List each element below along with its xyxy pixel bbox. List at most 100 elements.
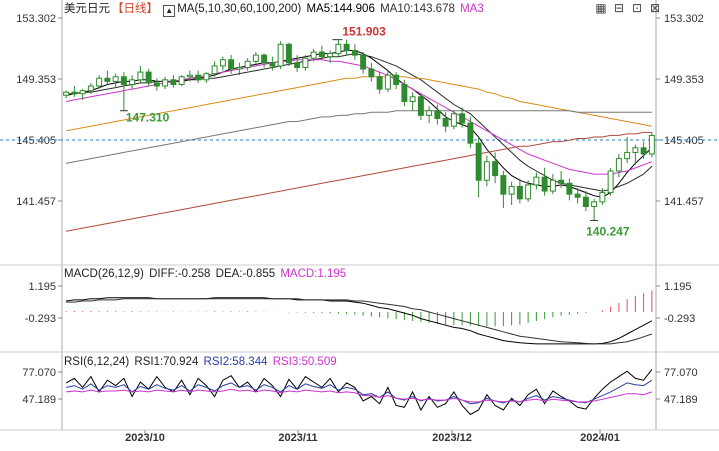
candle-body <box>566 182 573 195</box>
price-tick-label-left: 153.302 <box>16 13 56 25</box>
ma-line-ma200 <box>66 131 652 232</box>
candle-body <box>162 79 169 87</box>
candle-body <box>351 49 358 56</box>
candle-body <box>112 76 119 82</box>
candle-body <box>483 161 490 181</box>
candle-body <box>401 83 408 102</box>
candle-body <box>624 151 631 160</box>
candle-body <box>648 134 655 155</box>
restore-icon[interactable]: ⊡ <box>631 1 643 15</box>
candle-body <box>170 79 177 85</box>
candle-body <box>228 59 235 70</box>
candle-body <box>384 74 391 90</box>
candle-body <box>129 79 136 85</box>
candle-body <box>558 179 565 184</box>
rsi-tick-label-left: 77.070 <box>22 367 56 379</box>
candle-body <box>615 158 622 172</box>
date-tick-label: 2023/10 <box>125 432 165 444</box>
candle-body <box>310 51 317 59</box>
macd-diff-value: DIFF:-0.258 <box>149 268 211 280</box>
rsi2-line <box>65 379 653 405</box>
macd-value: MACD:1.195 <box>280 268 347 280</box>
period-label[interactable]: 【日线】 <box>112 3 158 15</box>
macd-tick-label-left: -0.293 <box>25 313 56 325</box>
rsi3-line <box>66 388 653 403</box>
candle-body <box>104 77 111 82</box>
candle-body <box>219 59 226 67</box>
price-tick-label-left: 141.457 <box>16 196 56 208</box>
ma-params-label: MA(5,10,30,60,100,200) <box>177 3 302 15</box>
symbol-label: 美元日元 <box>64 3 110 15</box>
candle-body <box>261 54 268 64</box>
candle-body <box>582 196 589 208</box>
ma10-value: MA10:143.678 <box>380 3 455 15</box>
candle-body <box>533 176 540 186</box>
candle-body <box>475 142 482 181</box>
rsi-tick-label-right: 77.070 <box>664 367 698 379</box>
candle-body <box>211 65 218 75</box>
candle-body <box>525 184 532 200</box>
ma-line-ma100 <box>66 110 652 164</box>
candle-body <box>417 96 424 116</box>
candle-body <box>302 57 309 68</box>
candle-body <box>285 43 292 64</box>
rsi-header: RSI(6,12,24) RSI1:70.924 RSI2:58.344 RSI… <box>64 355 339 369</box>
candle-body <box>459 113 466 124</box>
candle-body <box>376 76 383 90</box>
rsi-params-label: RSI(6,12,24) <box>64 356 130 368</box>
candle-body <box>450 113 457 127</box>
candle-body <box>508 185 515 195</box>
candle-body <box>203 73 210 81</box>
ma-icon: ▲ <box>163 5 176 17</box>
candle-body <box>137 71 144 81</box>
candle-body <box>318 51 325 58</box>
candle-body <box>591 201 598 208</box>
candle-body <box>71 91 78 95</box>
candle-body <box>516 185 523 200</box>
macd-dea-line <box>66 298 653 345</box>
candle-body <box>244 60 251 68</box>
candle-body <box>541 176 548 192</box>
ma3-value: MA3 <box>460 3 484 15</box>
main-header: 美元日元 【日线】 ▲ MA(5,10,30,60,100,200) MA5:144… <box>64 2 486 17</box>
minimize-icon[interactable]: ⊟ <box>613 1 625 15</box>
macd-header: MACD(26,12,9) DIFF:-0.258 DEA:-0.855 MAC… <box>64 267 348 281</box>
candle-body <box>434 110 441 119</box>
candle-body <box>236 66 243 70</box>
price-tick-label-right: 153.302 <box>664 13 704 25</box>
candle-body <box>640 147 647 155</box>
low1-annotation: 147.310 <box>126 111 170 125</box>
date-tick-label: 2023/12 <box>432 432 472 444</box>
close-icon[interactable]: ⊠ <box>649 1 661 15</box>
macd-params-label: MACD(26,12,9) <box>64 268 144 280</box>
candle-body <box>252 54 259 62</box>
price-tick-label-right: 141.457 <box>664 196 704 208</box>
macd-tick-label-left: 1.195 <box>28 281 56 293</box>
candle-body <box>467 122 474 144</box>
price-tick-label-right: 145.405 <box>664 135 704 147</box>
candle-body <box>269 62 276 67</box>
candle-body <box>96 77 103 87</box>
candle-body <box>63 91 70 96</box>
candle-body <box>120 76 127 85</box>
ma5-value: MA5:144.906 <box>306 3 375 15</box>
candle-body <box>368 68 375 78</box>
candle-body <box>393 74 400 85</box>
candle-body <box>360 54 367 70</box>
rsi3-value: RSI3:50.509 <box>272 356 337 368</box>
candle-body <box>599 192 606 203</box>
candle-body <box>607 170 614 194</box>
candle-body <box>178 76 185 85</box>
candle-body <box>343 43 350 51</box>
rsi-tick-label-right: 47.189 <box>664 394 698 406</box>
grid-icon[interactable]: ▦ <box>595 1 607 15</box>
macd-dea-value: DEA:-0.855 <box>215 268 276 280</box>
price-tick-label-left: 145.405 <box>16 135 56 147</box>
candle-body <box>145 71 152 84</box>
price-tick-label-right: 149.353 <box>664 74 704 86</box>
macd-tick-label-right: -0.293 <box>664 313 695 325</box>
candle-body <box>574 193 581 198</box>
date-tick-label: 2023/11 <box>278 432 317 444</box>
